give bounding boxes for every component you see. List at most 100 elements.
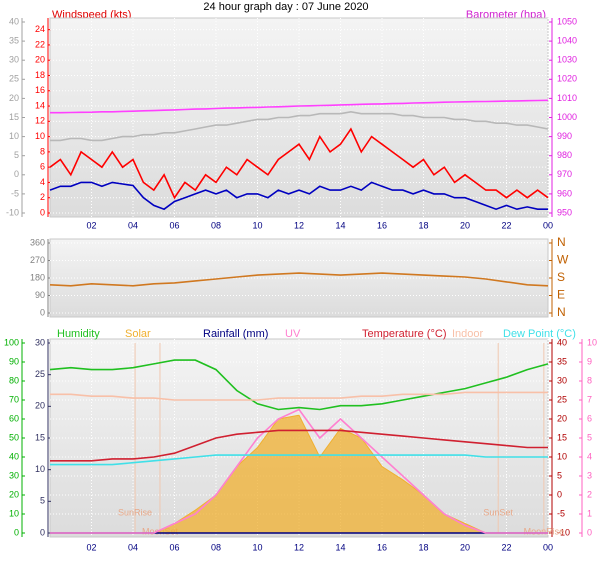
y-tick-label: 40 [557, 337, 567, 347]
y-tick-label: 960 [557, 188, 572, 198]
legend-label: Indoor [452, 328, 484, 340]
y-tick-label: 2 [587, 489, 592, 499]
y-tick-label: N [557, 305, 566, 319]
line [49, 127, 549, 200]
y-tick-label: 16 [35, 85, 45, 95]
x-tick-label: 12 [294, 220, 304, 230]
x-tick-label: 06 [169, 542, 179, 552]
y-tick-label: 100 [4, 337, 19, 347]
y-tick-label: 6 [40, 162, 45, 172]
y-tick-label: 35 [557, 356, 567, 366]
x-tick-label: 02 [86, 542, 96, 552]
y-tick-label: 4 [40, 177, 45, 187]
y-tick-label: 1050 [557, 16, 577, 26]
y-tick-label: -5 [557, 508, 565, 518]
line [50, 429, 548, 462]
line [49, 272, 549, 287]
y-tick-label: -10 [6, 207, 19, 217]
y-tick-label: 5 [40, 496, 45, 506]
y-tick-label: 20 [35, 401, 45, 411]
line [49, 359, 549, 411]
y-tick-label: 40 [9, 16, 19, 26]
y-tick-label: 3 [587, 470, 592, 480]
y-tick-label: 6 [587, 413, 592, 423]
y-tick-label: 50 [9, 432, 19, 442]
line [50, 110, 549, 142]
y-tick-label: 8 [587, 375, 592, 385]
x-tick-label: 10 [252, 542, 262, 552]
y-tick-label: 60 [9, 413, 19, 423]
y-tick-label: 5 [587, 432, 592, 442]
x-tick-label: 04 [128, 220, 138, 230]
y-tick-label: 10 [35, 131, 45, 141]
y-tick-label: 80 [9, 375, 19, 385]
annotation: SunRise [118, 507, 152, 517]
x-tick-label: 14 [335, 542, 345, 552]
y-tick-label: 0 [557, 489, 562, 499]
y-tick-label: 40 [9, 451, 19, 461]
y-tick-label: 0 [14, 527, 19, 537]
x-tick-label: 22 [501, 542, 511, 552]
y-tick-label: 4 [587, 451, 592, 461]
y-tick-label: 15 [557, 432, 567, 442]
x-tick-label: 20 [460, 542, 470, 552]
y-tick-label: 0 [40, 527, 45, 537]
y-tick-label: 20 [9, 489, 19, 499]
annotation: SunSet [483, 507, 513, 517]
y-tick-label: 0 [14, 169, 19, 179]
x-tick-label: 06 [169, 220, 179, 230]
x-tick-label: 12 [294, 542, 304, 552]
y-tick-label: 25 [35, 369, 45, 379]
y-tick-label: 1030 [557, 55, 577, 65]
legend-label: Humidity [57, 328, 100, 340]
y-tick-label: 360 [30, 237, 45, 247]
line [49, 181, 548, 211]
y-tick-label: 10 [9, 131, 19, 141]
legend-label: Rainfall (mm) [203, 328, 268, 340]
y-tick-label: 10 [557, 451, 567, 461]
y-tick-label: 970 [557, 169, 572, 179]
y-tick-label: -10 [557, 527, 570, 537]
legend-label: Solar [125, 328, 151, 340]
y-tick-label: 10 [35, 464, 45, 474]
legend-label: Dew Point (°C) [503, 328, 576, 340]
y-tick-label: 15 [9, 112, 19, 122]
line [50, 454, 548, 466]
y-tick-label: 25 [9, 74, 19, 84]
legend-label: UV [285, 328, 301, 340]
y-tick-label: 5 [557, 470, 562, 480]
x-tick-label: 16 [377, 220, 387, 230]
y-tick-label: 18 [35, 70, 45, 80]
y-tick-label: 90 [35, 290, 45, 300]
line [50, 99, 549, 114]
y-tick-label: 270 [30, 255, 45, 265]
x-tick-label: 00 [543, 542, 553, 552]
x-tick-label: 20 [460, 220, 470, 230]
y-tick-label: 1040 [557, 35, 577, 45]
annotation: MoonRise [524, 526, 565, 536]
y-tick-label: 15 [35, 432, 45, 442]
y-tick-label: 1010 [557, 93, 577, 103]
y-tick-label: 5 [14, 150, 19, 160]
y-tick-label: 9 [587, 356, 592, 366]
y-tick-label: 25 [557, 394, 567, 404]
line [50, 391, 548, 401]
y-tick-label: 10 [9, 508, 19, 518]
y-tick-label: 14 [35, 100, 45, 110]
y-tick-label: 20 [35, 55, 45, 65]
y-tick-label: 1020 [557, 74, 577, 84]
y-tick-label: 24 [35, 24, 45, 34]
x-tick-label: 16 [377, 542, 387, 552]
page-title: 24 hour graph day : 07 June 2020 [203, 1, 368, 13]
y-tick-label: 22 [35, 39, 45, 49]
y-tick-label: 1 [587, 508, 592, 518]
y-tick-label: 0 [40, 307, 45, 317]
y-tick-label: 180 [30, 272, 45, 282]
y-tick-label: 30 [557, 375, 567, 385]
x-tick-label: 02 [86, 220, 96, 230]
y-tick-label: 30 [35, 337, 45, 347]
y-tick-label: S [557, 270, 565, 284]
plot-background [49, 238, 549, 318]
y-tick-label: 30 [9, 470, 19, 480]
